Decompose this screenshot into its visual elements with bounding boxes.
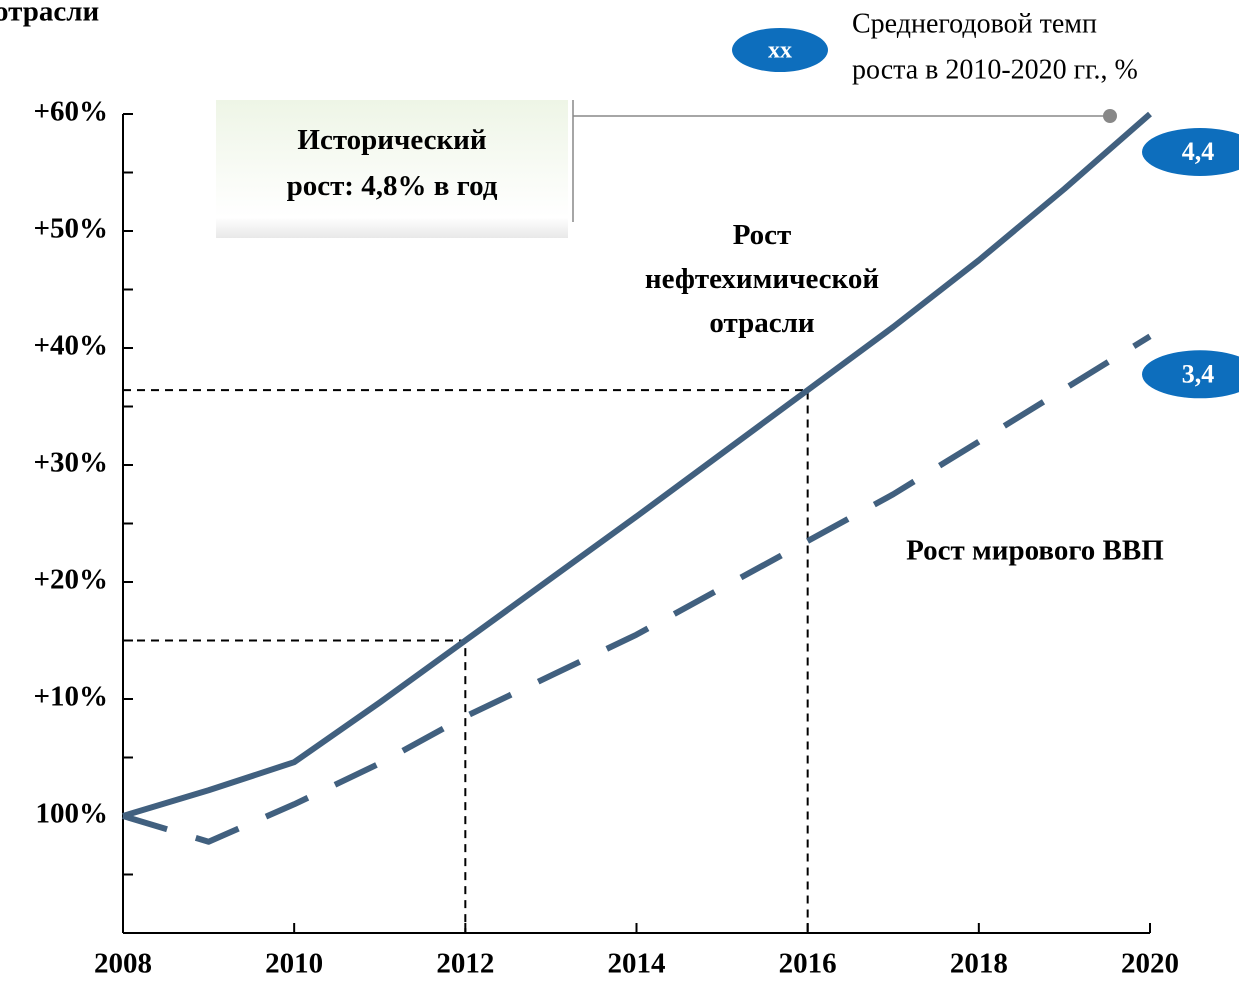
x-tick-label: 2018 (950, 948, 1008, 980)
rate-label: 3,4 (1182, 359, 1215, 388)
x-tick-label: 2016 (779, 948, 837, 980)
y-tick-label: +40% (33, 330, 108, 362)
rate-bubble (1142, 350, 1239, 399)
x-tick-label: 2012 (436, 948, 494, 980)
rate-label: 4,4 (1182, 137, 1215, 166)
y-tick-label: +60% (33, 96, 108, 128)
y-tick-label: +10% (33, 681, 108, 713)
series-line (122, 333, 1152, 845)
reference-line (123, 639, 467, 933)
legend-bubble-label: xx (768, 38, 792, 64)
rate-bubble (1142, 128, 1239, 176)
legend-bubble (732, 28, 828, 72)
chart-title: отрасли (0, 0, 99, 28)
reference-line (123, 389, 809, 933)
x-tick-label: 2010 (265, 948, 323, 980)
x-tick-label: 2020 (1121, 948, 1179, 980)
series-name: Рост мирового ВВП (906, 535, 1164, 567)
y-tick-label: 100% (36, 798, 109, 830)
legend-text: Среднегодовой темп (852, 8, 1097, 39)
y-tick-label: +30% (33, 447, 108, 479)
historic-label: Исторический рост: 4,8% в год (287, 124, 498, 202)
x-tick-label: 2014 (608, 948, 666, 980)
series-name: Рост нефтехимической отрасли (645, 219, 879, 339)
leader-dot (1103, 109, 1117, 123)
y-tick-label: +20% (33, 564, 108, 596)
historic-box (216, 100, 568, 238)
legend-text: роста в 2010-2020 гг., % (852, 54, 1138, 85)
y-tick-label: +50% (33, 213, 108, 245)
x-tick-label: 2008 (94, 948, 152, 980)
series-line (122, 111, 1152, 819)
